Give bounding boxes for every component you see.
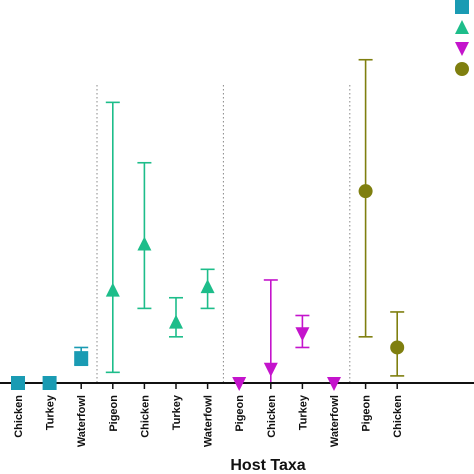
legend-marker-1 bbox=[455, 0, 469, 14]
point-s3-p4 bbox=[327, 377, 341, 391]
point-s2-p1 bbox=[105, 282, 120, 297]
x-tick-label-7: Waterfowl bbox=[203, 395, 215, 447]
error-bar-s2-p1 bbox=[105, 101, 120, 374]
x-tick-label-11: Waterfowl bbox=[329, 395, 341, 447]
point-s1-p1 bbox=[11, 376, 25, 390]
point-s2-p2 bbox=[137, 236, 152, 251]
x-tick-label-5: Chicken bbox=[139, 395, 151, 438]
group-separators bbox=[96, 85, 351, 383]
x-tick-label-2: Turkey bbox=[45, 394, 57, 430]
point-s1-p3 bbox=[74, 351, 89, 366]
legend-marker-4 bbox=[455, 62, 469, 76]
error-bar-s4-p1 bbox=[358, 58, 373, 338]
point-s3-p3 bbox=[295, 327, 310, 342]
point-s1-p2 bbox=[42, 376, 57, 390]
x-tick-label-1: Chicken bbox=[13, 395, 25, 438]
x-tick-label-12: Pigeon bbox=[361, 395, 373, 432]
x-tick-label-6: Turkey bbox=[171, 394, 183, 430]
point-s2-p4 bbox=[200, 279, 215, 294]
x-tick-label-4: Pigeon bbox=[108, 395, 120, 432]
x-tick-labels: Chicken Turkey Waterfowl Pigeon Chicken Turke… bbox=[13, 394, 404, 447]
x-tick-label-13: Chicken bbox=[392, 395, 404, 438]
point-s3-p2 bbox=[263, 362, 278, 377]
point-s2-p3 bbox=[169, 314, 183, 329]
data-markers bbox=[11, 184, 405, 391]
x-tick-label-8: Pigeon bbox=[234, 395, 246, 432]
legend-marker-2 bbox=[455, 20, 469, 34]
error-bars bbox=[74, 58, 405, 384]
legend bbox=[455, 0, 469, 76]
point-s3-p1 bbox=[232, 377, 247, 391]
legend-marker-3 bbox=[455, 42, 469, 56]
point-s4-p1 bbox=[358, 184, 373, 199]
x-tick-label-10: Turkey bbox=[297, 394, 309, 430]
x-tick-label-9: Chicken bbox=[266, 395, 278, 438]
x-tick-label-3: Waterfowl bbox=[76, 395, 88, 447]
point-s4-p2 bbox=[390, 340, 405, 355]
x-axis-title: Host Taxa bbox=[230, 457, 305, 474]
error-bar-s2-p2 bbox=[137, 161, 152, 310]
